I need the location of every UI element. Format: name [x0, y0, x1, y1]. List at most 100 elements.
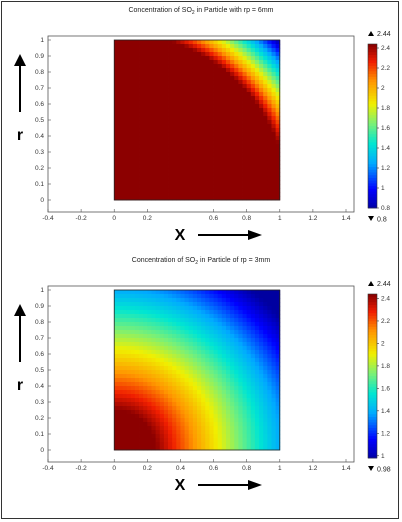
heatmap-cell: [130, 426, 136, 431]
heatmap-cell: [275, 172, 281, 177]
heatmap-cell: [184, 124, 190, 129]
heatmap-cell: [184, 298, 190, 303]
heatmap-cell: [267, 112, 272, 117]
heatmap-cell: [147, 302, 152, 307]
heatmap-cell: [234, 402, 239, 407]
heatmap-cell: [209, 192, 214, 197]
heatmap-cell: [184, 370, 190, 375]
heatmap-cell: [217, 406, 223, 411]
heatmap-cell: [151, 88, 157, 93]
heatmap-cell: [238, 390, 243, 395]
heatmap-cell: [263, 342, 268, 347]
heatmap-cell: [225, 100, 231, 105]
heatmap-cell: [172, 56, 177, 61]
y-tick-label: 0.4: [35, 133, 44, 140]
heatmap-cell: [250, 346, 256, 351]
heatmap-cell: [130, 56, 136, 61]
heatmap-cell: [163, 298, 169, 303]
heatmap-cell: [168, 148, 173, 153]
heatmap-cell: [184, 306, 190, 311]
heatmap-cell: [184, 160, 190, 165]
heatmap-cell: [151, 136, 157, 141]
heatmap-cell: [180, 136, 185, 141]
heatmap-cell: [234, 418, 239, 423]
heatmap-cell: [143, 398, 148, 403]
heatmap-cell: [118, 338, 123, 343]
heatmap-cell: [122, 40, 128, 45]
heatmap-cell: [176, 338, 181, 343]
heatmap-cell: [118, 314, 123, 319]
heatmap-cell: [263, 168, 268, 173]
heatmap-cell: [230, 294, 235, 299]
y-tick-label: 0.1: [35, 181, 44, 188]
heatmap-cell: [267, 48, 272, 53]
heatmap-cell: [213, 418, 219, 423]
heatmap-cell: [209, 48, 214, 53]
heatmap-cell: [250, 52, 256, 57]
heatmap-cell: [242, 354, 248, 359]
domain-border: [113, 39, 281, 201]
heatmap-cell: [238, 402, 243, 407]
heatmap-cell: [147, 426, 152, 431]
colorbar-segment: [368, 46, 377, 50]
heatmap-cell: [155, 160, 161, 165]
heatmap-cell: [271, 140, 277, 145]
heatmap-cell: [184, 330, 190, 335]
heatmap-cell: [143, 410, 148, 415]
heatmap-cell: [250, 168, 256, 173]
heatmap-cell: [184, 80, 190, 85]
heatmap-cell: [254, 338, 260, 343]
heatmap-cell: [201, 80, 206, 85]
heatmap-cell: [188, 128, 194, 133]
heatmap-cell: [126, 96, 132, 101]
heatmap-cell: [275, 302, 281, 307]
heatmap-cell: [209, 314, 214, 319]
heatmap-cell: [267, 334, 272, 339]
heatmap-cell: [221, 192, 227, 197]
heatmap-cell: [234, 152, 239, 157]
heatmap-cell: [201, 314, 206, 319]
heatmap-cell: [130, 402, 136, 407]
heatmap-cell: [188, 176, 194, 181]
heatmap-cell: [213, 168, 219, 173]
heatmap-cell: [238, 314, 243, 319]
heatmap-cell: [118, 438, 123, 443]
heatmap-cell: [267, 136, 272, 141]
heatmap-cell: [221, 378, 227, 383]
heatmap-cell: [225, 72, 231, 77]
heatmap-cell: [151, 168, 157, 173]
heatmap-cell: [126, 160, 132, 165]
heatmap-cell: [259, 164, 264, 169]
heatmap-cell: [242, 398, 248, 403]
heatmap-cell: [188, 188, 194, 193]
heatmap-cell: [267, 196, 272, 201]
heatmap-cell: [275, 346, 281, 351]
heatmap-cell: [134, 40, 140, 45]
heatmap-cell: [143, 188, 148, 193]
heatmap-cell: [201, 318, 206, 323]
heatmap-cell: [114, 354, 119, 359]
heatmap-cell: [271, 108, 277, 113]
heatmap-cell: [163, 144, 169, 149]
heatmap-cell: [234, 366, 239, 371]
heatmap-cell: [205, 442, 210, 447]
heatmap-cell: [205, 176, 210, 181]
heatmap-cell: [213, 100, 219, 105]
heatmap-cell: [230, 136, 235, 141]
heatmap-cell: [134, 44, 140, 49]
heatmap-cell: [188, 366, 194, 371]
heatmap-cell: [225, 44, 231, 49]
heatmap-cell: [225, 152, 231, 157]
heatmap-cell: [184, 60, 190, 65]
heatmap-cell: [201, 60, 206, 65]
heatmap-cell: [263, 92, 268, 97]
heatmap-cell: [238, 188, 243, 193]
heatmap-cell: [201, 358, 206, 363]
heatmap-cell: [151, 164, 157, 169]
heatmap-cell: [180, 144, 185, 149]
heatmap-cell: [151, 366, 157, 371]
heatmap-cell: [151, 338, 157, 343]
heatmap-cell: [238, 156, 243, 161]
y-arrow-head: [14, 304, 26, 316]
heatmap-cell: [155, 322, 161, 327]
